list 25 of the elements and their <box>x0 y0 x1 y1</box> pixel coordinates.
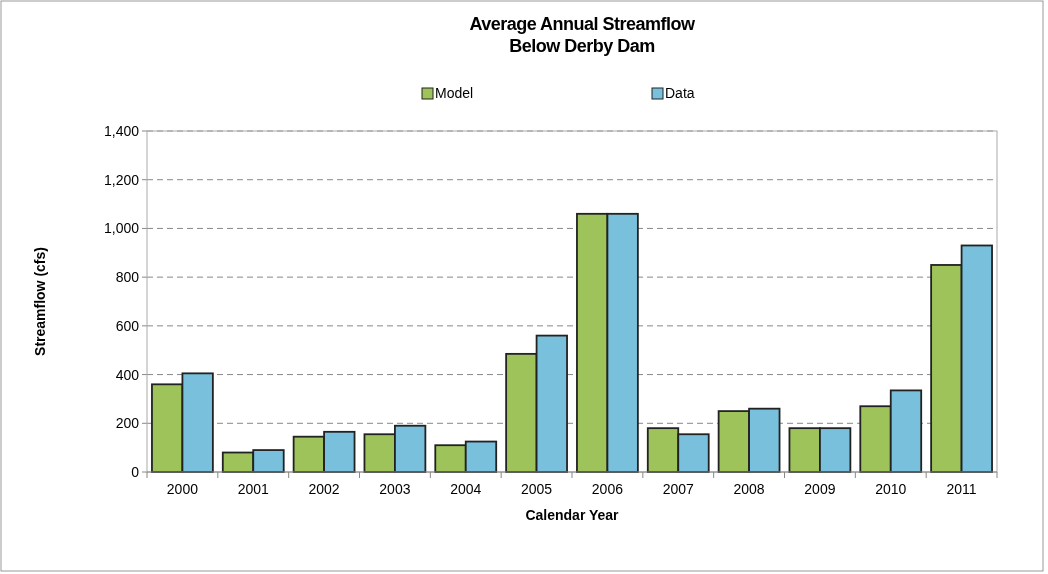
x-tick-label: 2010 <box>875 481 907 497</box>
x-tick-label: 2005 <box>521 481 553 497</box>
y-tick-label: 400 <box>115 366 140 383</box>
chart-title: Average Annual Streamflow Below Derby Dam <box>469 14 697 56</box>
y-tick-label: 1,000 <box>103 220 140 237</box>
x-tick-label: 2000 <box>166 481 199 497</box>
legend-label: Model <box>435 85 474 101</box>
x-tick-label: 2011 <box>946 481 977 497</box>
y-tick-label: 800 <box>115 269 140 286</box>
x-tick-label: 2006 <box>591 481 624 497</box>
x-tick-label: 2004 <box>450 481 482 497</box>
y-tick-label: 200 <box>115 415 140 432</box>
y-tick-label: 0 <box>131 464 140 480</box>
x-tick-label: 2008 <box>733 481 765 497</box>
x-tick-label: 2001 <box>237 481 270 497</box>
x-tick-label: 2007 <box>662 481 695 497</box>
legend-label: Data <box>665 85 695 101</box>
x-axis-title: Calendar Year <box>525 507 620 523</box>
y-tick-label: 1,400 <box>103 123 140 139</box>
x-tick-label: 2003 <box>379 481 411 497</box>
y-tick-label: 1,200 <box>103 171 140 188</box>
x-tick-label: 2009 <box>804 481 836 497</box>
y-tick-label: 600 <box>115 317 140 334</box>
x-tick-label: 2002 <box>308 481 340 497</box>
y-axis-title: Streamflow (cfs) <box>32 247 48 356</box>
